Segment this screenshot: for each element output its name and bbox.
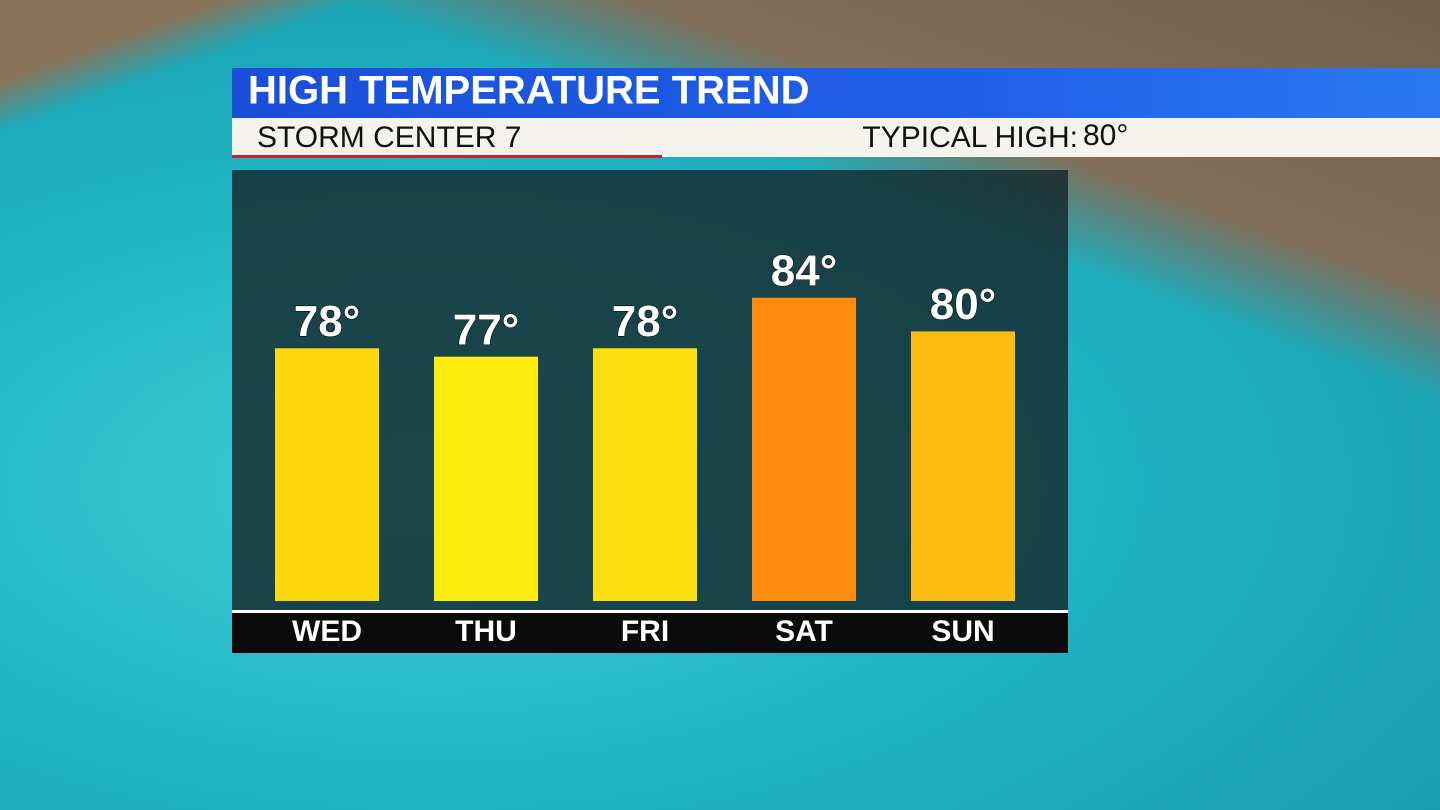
typical-high-value: 80° bbox=[1083, 119, 1128, 152]
value-label: 77° bbox=[453, 305, 520, 354]
typical-high-label: TYPICAL HIGH: bbox=[862, 121, 1078, 154]
x-tick-label: SAT bbox=[775, 615, 833, 648]
value-label: 78° bbox=[294, 297, 361, 346]
bar bbox=[275, 348, 379, 601]
accent-line bbox=[232, 155, 662, 158]
subtitle: STORM CENTER 7 bbox=[257, 121, 521, 154]
title-banner bbox=[232, 68, 1440, 118]
bar bbox=[593, 348, 697, 601]
value-label: 84° bbox=[771, 246, 838, 295]
value-label: 80° bbox=[930, 280, 997, 329]
x-tick-label: WED bbox=[292, 615, 362, 648]
subtitle-strip bbox=[232, 118, 1440, 157]
bar bbox=[911, 331, 1015, 601]
bar bbox=[434, 356, 538, 601]
value-label: 78° bbox=[612, 297, 679, 346]
label-bar bbox=[232, 612, 1068, 653]
x-tick-label: SUN bbox=[931, 615, 994, 648]
x-tick-label: FRI bbox=[621, 615, 669, 648]
baseline bbox=[232, 610, 1068, 613]
chart-title: HIGH TEMPERATURE TREND bbox=[248, 69, 809, 113]
x-tick-label: THU bbox=[455, 615, 517, 648]
bar bbox=[752, 297, 856, 601]
